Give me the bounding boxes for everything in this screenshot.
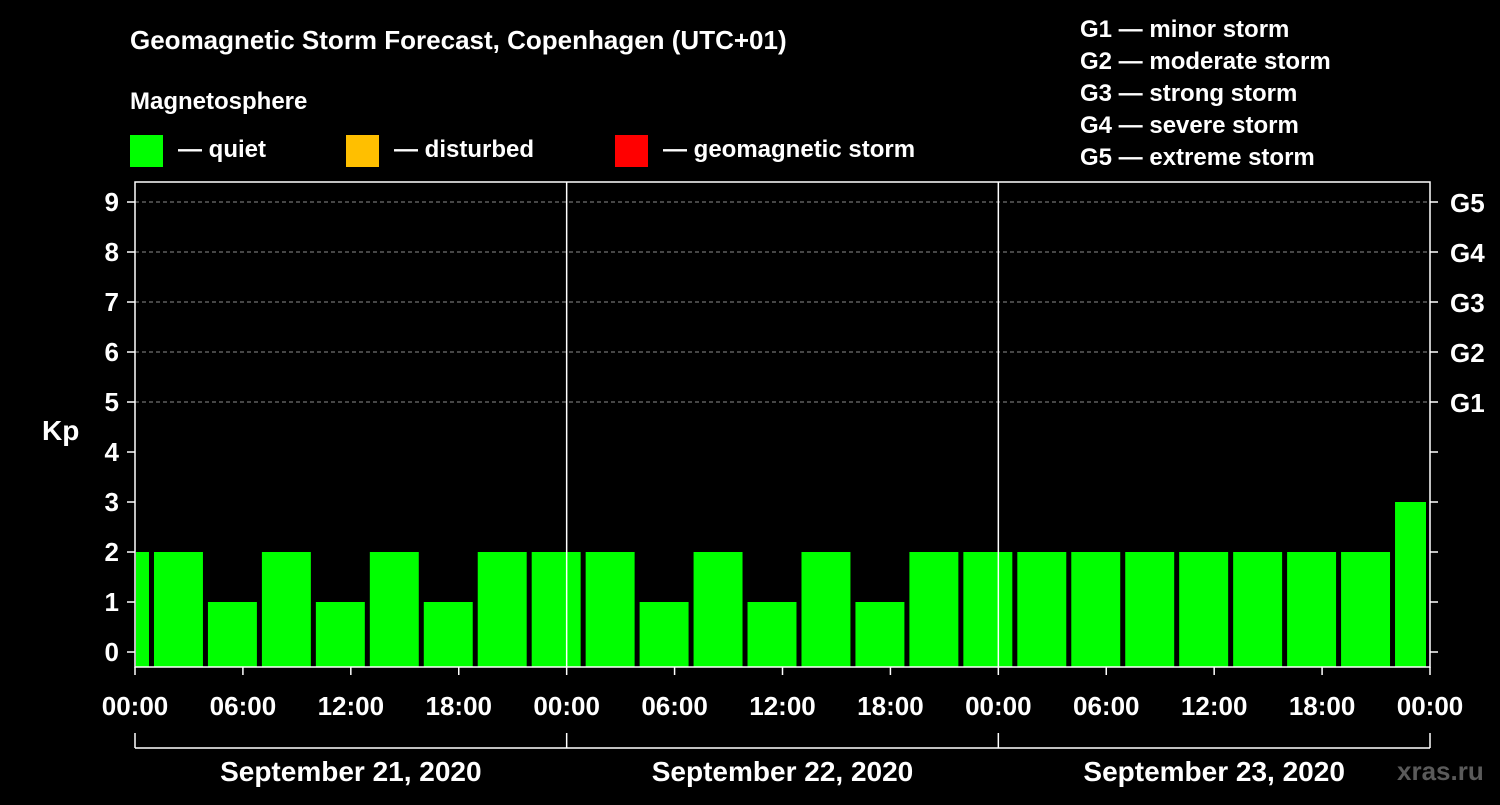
legend-swatch-quiet [130,135,163,167]
kp-bar [315,602,365,667]
kp-bar [585,552,635,667]
legend-heading: Magnetosphere [130,88,307,115]
bars [136,502,1426,667]
storm-level-label: G5 [1450,188,1485,218]
y-axis-ticks: 0 1 2 3 4 5 6 7 8 9 [105,187,135,667]
storm-level-label: G1 [1450,388,1485,418]
x-tick-label: 00:00 [965,691,1032,721]
kp-bar [1179,552,1229,667]
kp-bar [639,602,689,667]
kp-bar [909,552,959,667]
day-label: September 23, 2020 [1083,756,1345,787]
y-tick-label: 2 [105,537,119,567]
y-tick-label: 0 [105,637,119,667]
kp-bar [531,552,581,667]
storm-scale-list: G1 — minor storm G2 — moderate storm G3 … [1080,16,1331,171]
grid [135,201,1430,403]
x-tick-label: 00:00 [102,691,169,721]
y-tick-label: 3 [105,487,119,517]
legend: — quiet — disturbed — geomagnetic storm [130,135,915,167]
storm-scale-g1: G1 — minor storm [1080,16,1289,43]
kp-bar [1233,552,1283,667]
storm-level-label: G4 [1450,238,1485,268]
day-label: September 22, 2020 [652,756,914,787]
kp-bar [477,552,527,667]
storm-scale-g2: G2 — moderate storm [1080,48,1331,75]
day-labels: September 21, 2020 September 22, 2020 Sept… [134,733,1431,787]
y-tick-label: 5 [105,387,119,417]
kp-bar [693,552,743,667]
legend-label-disturbed: — disturbed [394,136,534,163]
x-tick-label: 06:00 [1073,691,1140,721]
x-tick-label: 18:00 [426,691,493,721]
x-tick-label: 06:00 [210,691,277,721]
kp-bar [153,552,203,667]
y-tick-label: 9 [105,187,119,217]
storm-level-axis: G1 G2 G3 G4 G5 [1430,188,1485,653]
day-label: September 21, 2020 [220,756,482,787]
kp-bar [423,602,473,667]
kp-bar [1125,552,1175,667]
kp-bar [1287,552,1337,667]
storm-scale-g4: G4 — severe storm [1080,112,1299,139]
kp-bar [261,552,311,667]
storm-level-label: G2 [1450,338,1485,368]
x-axis-ticks: 00:00 06:00 12:00 18:00 00:00 06:00 12:00 18:00… [102,667,1464,721]
x-tick-label: 18:00 [857,691,924,721]
kp-bar [1017,552,1067,667]
legend-item-disturbed: — disturbed [346,135,534,167]
legend-item-storm: — geomagnetic storm [615,135,915,167]
kp-bar [1395,502,1426,667]
x-tick-label: 12:00 [318,691,385,721]
y-tick-label: 8 [105,237,119,267]
x-tick-label: 12:00 [749,691,816,721]
x-tick-label: 12:00 [1181,691,1248,721]
x-tick-label: 00:00 [533,691,600,721]
legend-label-storm: — geomagnetic storm [663,136,915,163]
kp-bar [963,552,1013,667]
x-tick-label: 18:00 [1289,691,1356,721]
y-tick-label: 1 [105,587,119,617]
legend-label-quiet: — quiet [178,136,266,163]
watermark: xras.ru [1397,756,1484,786]
y-tick-label: 7 [105,287,119,317]
kp-bar [855,602,905,667]
kp-bar [369,552,419,667]
storm-scale-g3: G3 — strong storm [1080,80,1297,107]
legend-swatch-storm [615,135,648,167]
storm-scale-g5: G5 — extreme storm [1080,144,1315,171]
legend-swatch-disturbed [346,135,379,167]
x-tick-label: 00:00 [1397,691,1464,721]
x-tick-label: 06:00 [641,691,708,721]
kp-bar [747,602,797,667]
y-tick-label: 6 [105,337,119,367]
kp-bar [1071,552,1121,667]
kp-bar [136,552,149,667]
kp-bar [1341,552,1391,667]
y-tick-label: 4 [105,437,120,467]
y-axis-label: Kp [42,415,79,446]
storm-level-label: G3 [1450,288,1485,318]
chart-title: Geomagnetic Storm Forecast, Copenhagen (… [130,25,787,55]
kp-bar [207,602,257,667]
kp-bar [801,552,851,667]
legend-item-quiet: — quiet [130,135,266,167]
